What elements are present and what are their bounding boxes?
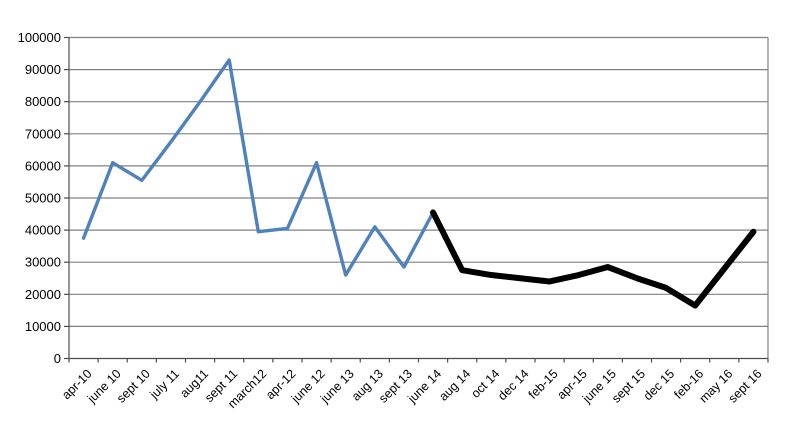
y-axis-tick-label: 30000 — [25, 255, 61, 270]
y-axis-tick-label: 100000 — [18, 30, 61, 45]
y-axis-tick-label: 40000 — [25, 223, 61, 238]
y-axis: 0 10000 20000 30000 40000 50000 60000 70000 8000… — [18, 30, 70, 366]
series-line-series_blue — [81, 58, 435, 277]
y-axis-tick-label: 90000 — [25, 62, 61, 77]
gridlines — [69, 36, 769, 359]
x-axis-category-label: aug 14 — [436, 367, 473, 404]
y-axis-tick-label: 50000 — [25, 191, 61, 206]
x-axis-category-label: sept 16 — [726, 367, 765, 406]
y-axis-tick-label: 70000 — [25, 126, 61, 141]
y-axis-tick-label: 20000 — [25, 287, 61, 302]
x-axis-category-label: dec 14 — [495, 367, 531, 403]
series-line-series_black — [430, 209, 757, 309]
y-axis-tick-label: 0 — [54, 351, 61, 366]
x-axis-category-label: sept 15 — [609, 367, 648, 406]
x-axis-category-label: july 11 — [147, 367, 183, 403]
y-axis-tick-label: 60000 — [25, 158, 61, 173]
x-axis-category-label: dec 15 — [641, 367, 677, 403]
series-lines — [81, 58, 757, 309]
y-axis-tick-label: 80000 — [25, 94, 61, 109]
x-axis-category-label: sept 10 — [114, 367, 153, 406]
x-axis-category-label: feb-15 — [526, 367, 561, 402]
y-axis-tick-label: 10000 — [25, 319, 61, 334]
